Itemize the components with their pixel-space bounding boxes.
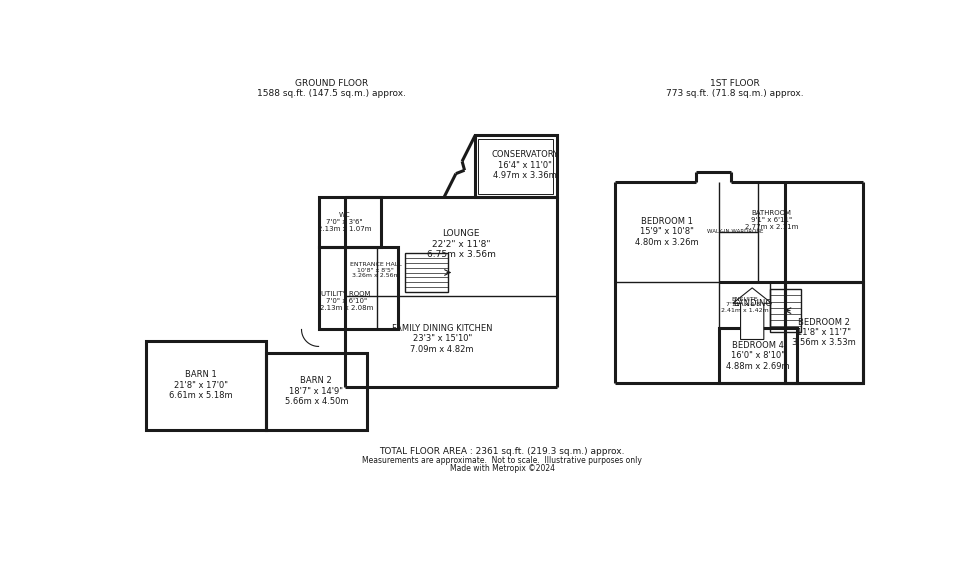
Text: BEDROOM 4
16'0" x 8'10"
4.88m x 2.69m: BEDROOM 4 16'0" x 8'10" 4.88m x 2.69m xyxy=(726,341,790,371)
Text: TOTAL FLOOR AREA : 2361 sq.ft. (219.3 sq.m.) approx.: TOTAL FLOOR AREA : 2361 sq.ft. (219.3 sq… xyxy=(379,447,625,456)
Bar xyxy=(478,139,554,194)
Bar xyxy=(475,135,557,197)
Text: Made with Metropix ©2024: Made with Metropix ©2024 xyxy=(450,464,555,473)
Bar xyxy=(266,352,367,430)
Bar xyxy=(146,341,266,430)
Bar xyxy=(719,282,769,328)
Text: CONSERVATORY
16'4" x 11'0"
4.97m x 3.36m: CONSERVATORY 16'4" x 11'0" 4.97m x 3.36m xyxy=(492,150,559,180)
Bar xyxy=(719,328,797,384)
Bar xyxy=(769,289,801,332)
Text: UTILITY ROOM
7'0" x 6'10"
2.13m x 2.08m: UTILITY ROOM 7'0" x 6'10" 2.13m x 2.08m xyxy=(319,290,373,311)
Bar xyxy=(785,282,862,384)
Text: 1ST FLOOR
773 sq.ft. (71.8 sq.m.) approx.: 1ST FLOOR 773 sq.ft. (71.8 sq.m.) approx… xyxy=(666,79,804,98)
Text: BARN 2
18'7" x 14'9"
5.66m x 4.50m: BARN 2 18'7" x 14'9" 5.66m x 4.50m xyxy=(284,376,348,406)
Polygon shape xyxy=(733,288,771,340)
Text: WC
7'0" x 3'6"
2.13m x 1.07m: WC 7'0" x 3'6" 2.13m x 1.07m xyxy=(318,212,371,232)
Text: FAMILY DINING KITCHEN
23'3" x 15'10"
7.09m x 4.82m: FAMILY DINING KITCHEN 23'3" x 15'10" 7.0… xyxy=(392,324,493,354)
Text: WALK-IN WARDROBE: WALK-IN WARDROBE xyxy=(707,229,763,234)
Bar xyxy=(318,197,380,247)
Text: BARN 1
21'8" x 17'0"
6.61m x 5.18m: BARN 1 21'8" x 17'0" 6.61m x 5.18m xyxy=(170,371,233,400)
Text: BEDROOM 1
15'9" x 10'8"
4.80m x 3.26m: BEDROOM 1 15'9" x 10'8" 4.80m x 3.26m xyxy=(635,217,699,246)
Text: ENSUITE
7'11" x 4'8"
2.41m x 1.42m: ENSUITE 7'11" x 4'8" 2.41m x 1.42m xyxy=(720,297,768,313)
Bar xyxy=(406,253,448,292)
Text: LOUNGE
22'2" x 11'8"
6.75m x 3.56m: LOUNGE 22'2" x 11'8" 6.75m x 3.56m xyxy=(427,230,496,259)
Text: BEDROOM 2
11'8" x 11'7"
3.56m x 3.53m: BEDROOM 2 11'8" x 11'7" 3.56m x 3.53m xyxy=(792,318,856,347)
Text: Measurements are approximate.  Not to scale.  Illustrative purposes only: Measurements are approximate. Not to sca… xyxy=(363,456,642,465)
Text: LANDING: LANDING xyxy=(733,299,771,308)
Text: GROUND FLOOR
1588 sq.ft. (147.5 sq.m.) approx.: GROUND FLOOR 1588 sq.ft. (147.5 sq.m.) a… xyxy=(257,79,407,98)
Bar xyxy=(318,247,398,329)
Text: ENTRANCE HALL
10'8" x 8'5"
3.26m x 2.56m: ENTRANCE HALL 10'8" x 8'5" 3.26m x 2.56m xyxy=(350,262,402,279)
Text: BATHROOM
9'1" x 6'11"
2.77m x 2.11m: BATHROOM 9'1" x 6'11" 2.77m x 2.11m xyxy=(745,210,799,230)
